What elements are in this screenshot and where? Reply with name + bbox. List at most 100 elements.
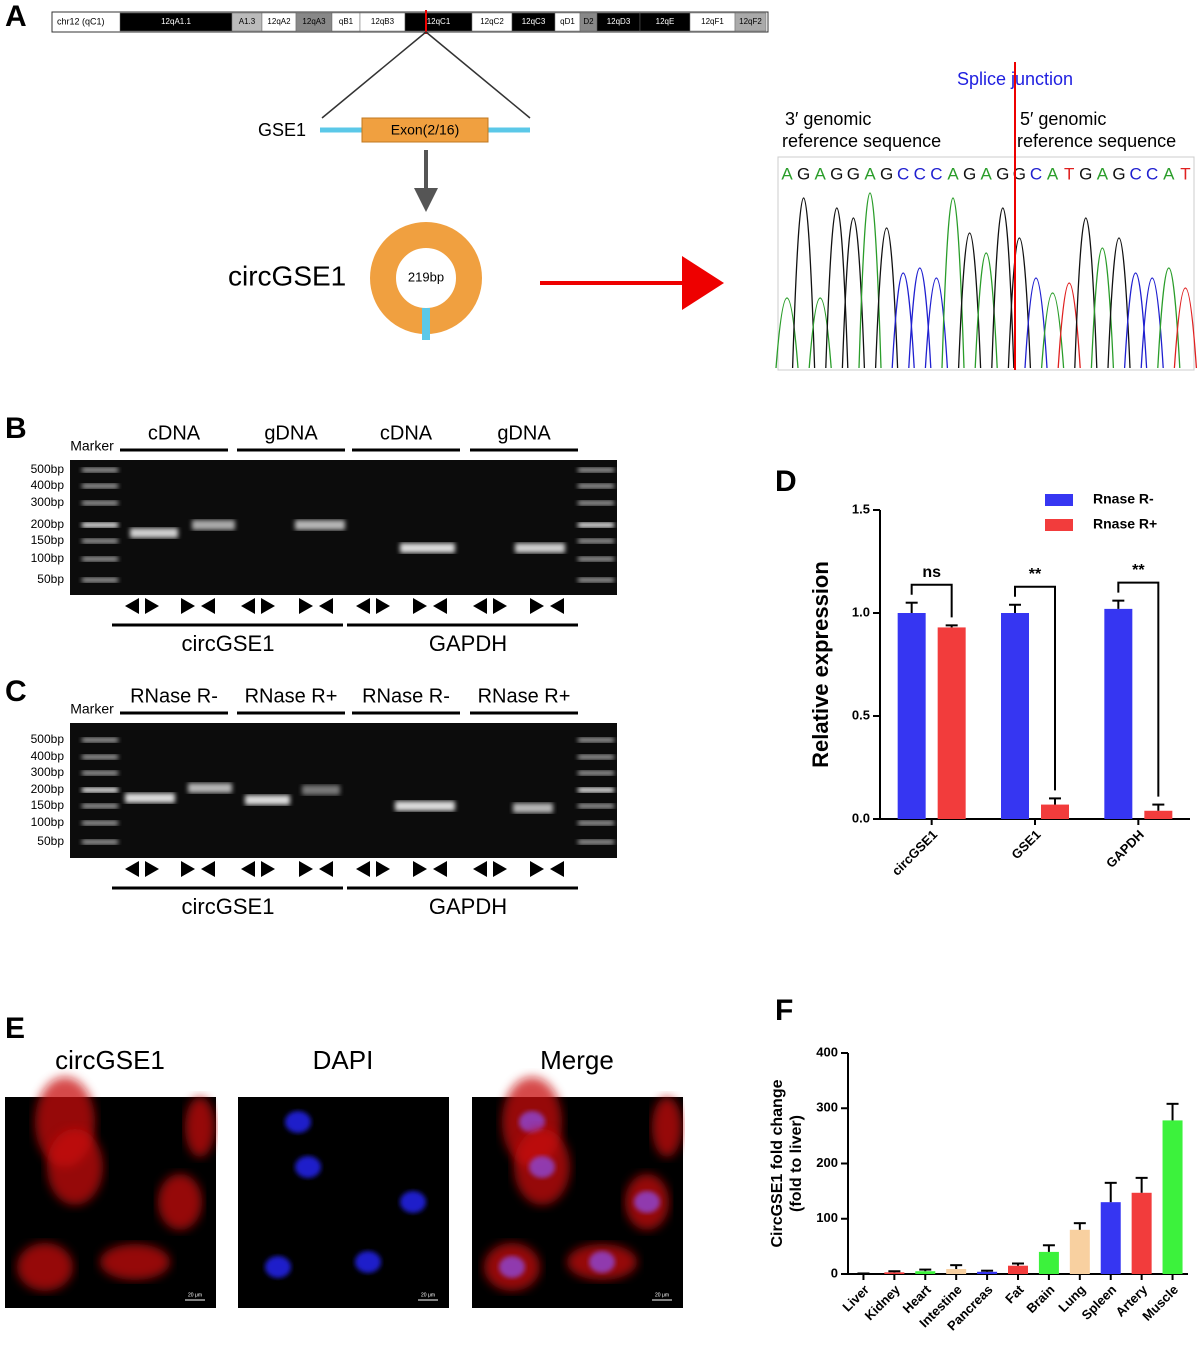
left-reference: reference sequence [782,131,941,151]
ladder-band [578,522,614,528]
ladder-label: 50bp [37,572,64,586]
y-tick-label: 0 [831,1265,838,1280]
y-tick-label: 1.5 [852,501,870,516]
significance-bracket [1117,581,1160,797]
band-label: 12qB3 [371,17,395,26]
cell-cytoplasm [17,1243,73,1291]
ladder-label: 400bp [31,478,65,492]
ladder-label: 150bp [31,798,65,812]
ladder-label: 50bp [37,834,64,848]
ladder-band [578,538,614,544]
panel-letter: A [5,0,27,33]
ladder-band [82,483,118,489]
ladder-band [578,556,614,562]
base-call: A [815,164,827,183]
primer-arrow [181,861,195,877]
gel [70,723,617,858]
ladder-band [82,556,118,562]
right-reference: 5′ genomic [1020,109,1106,129]
bar [1001,613,1029,819]
base-call: G [963,164,976,183]
bar [1162,1120,1183,1274]
cell-cytoplasm [47,1129,103,1205]
gene-label: GSE1 [258,120,306,140]
lane-group: RNase R- [130,685,218,707]
y-tick-label: 100 [816,1210,838,1225]
significance-bracket [1014,585,1056,791]
y-axis-label: Relative expression [808,561,833,768]
trace-peak [1057,282,1081,369]
panel-letter: D [775,465,797,498]
x-tick-label: Spleen [1079,1282,1120,1323]
zoom-line [321,31,427,119]
trace-peak [1107,237,1131,369]
red-arrow-head [682,256,724,310]
base-call: A [947,164,959,183]
base-call: T [1180,164,1190,183]
ladder-label: 300bp [31,495,65,509]
scale-label: 20 μm [655,1292,669,1298]
band-label: A1.3 [239,17,256,26]
cell-nucleus [634,1191,660,1213]
x-tick-label: Kidney [862,1281,904,1323]
ladder-label: 200bp [31,782,65,796]
base-call: G [880,164,893,183]
y-tick-label: 200 [816,1155,838,1170]
exon-label: Exon(2/16) [391,122,459,138]
lane-group: gDNA [497,422,551,444]
x-tick-label: Fat [1002,1281,1027,1306]
bar [1131,1192,1152,1274]
legend-swatch [1045,494,1073,506]
ladder-band [578,839,614,845]
primer-arrow [413,861,427,877]
bar [977,1271,998,1274]
trace-peak [991,207,1015,369]
chromatogram-frame [777,156,1195,371]
band-label: qD1 [560,17,575,26]
bar [1069,1229,1090,1274]
panel-letter: B [5,412,27,445]
base-call: C [1030,164,1042,183]
marker-label: Marker [70,701,114,717]
primer-arrow [261,598,275,614]
dna-band [245,795,290,805]
significance-label: ns [922,564,941,581]
cell-nucleus [355,1251,381,1273]
band-label: 12qF2 [739,17,762,26]
ladder-band [578,483,614,489]
primer-arrow [530,598,544,614]
cell-nucleus [589,1251,615,1273]
bar [884,1272,905,1274]
trace-peak [874,227,899,369]
primer-arrow [201,598,215,614]
cell-cytoplasm [185,1097,215,1157]
ladder-band [82,754,118,760]
ladder-band [82,522,118,528]
base-call: G [847,164,860,183]
band-label: 12qD3 [607,17,631,26]
cell-cytoplasm [100,1244,170,1280]
base-call: C [897,164,909,183]
trace-peak [775,297,799,369]
base-call: T [1064,164,1074,183]
cell-nucleus [519,1111,545,1133]
bar [1008,1265,1028,1274]
marker-label: Marker [70,438,114,454]
cell-nucleus [499,1256,525,1278]
primer-arrow [319,598,333,614]
lane-group: RNase R+ [245,685,338,707]
ladder-label: 500bp [31,732,65,746]
band-label: 12qC1 [427,17,451,26]
primer-arrow [261,861,275,877]
primer-arrow [550,861,564,877]
y-tick-label: 1.0 [852,604,870,619]
primer-arrow [356,598,370,614]
lane-group: cDNA [380,422,433,444]
ladder-band [578,737,614,743]
left-reference: 3′ genomic [785,109,871,129]
ladder-label: 200bp [31,517,65,531]
legend-label: Rnase R+ [1093,516,1157,532]
y-tick-label: 300 [816,1100,838,1115]
base-call: C [930,164,942,183]
